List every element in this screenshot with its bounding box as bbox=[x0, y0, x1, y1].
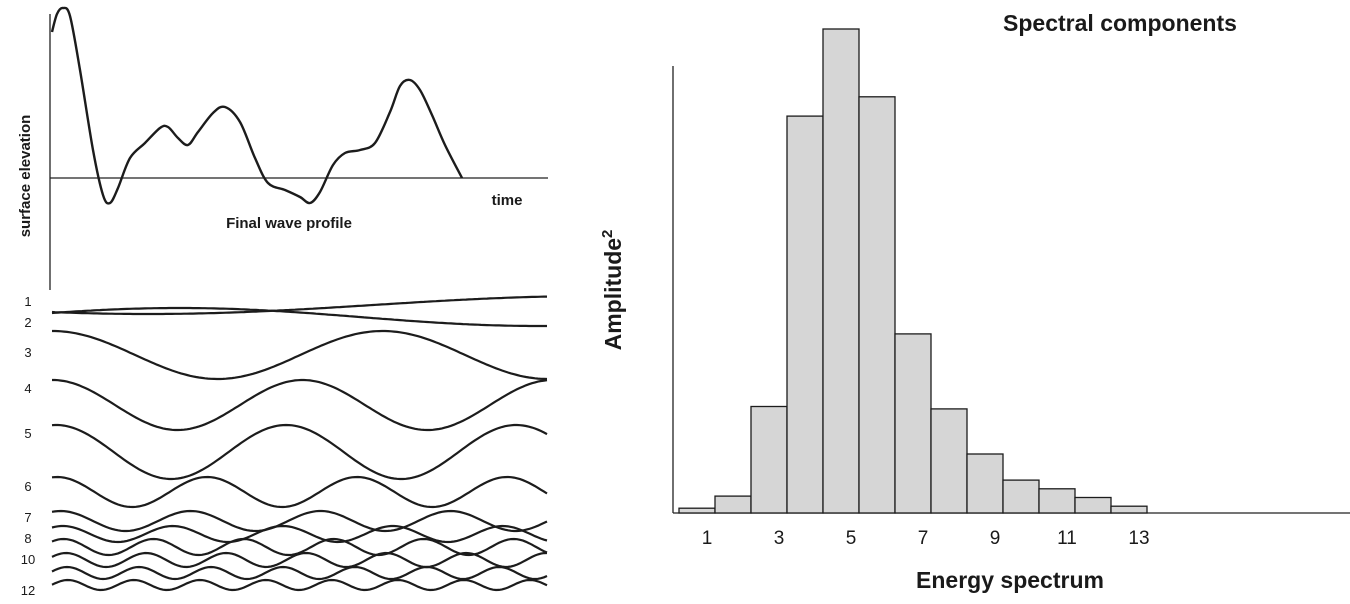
component-wave-6 bbox=[52, 477, 547, 507]
component-wave-12 bbox=[52, 580, 547, 590]
final-wave-profile-label: Final wave profile bbox=[226, 215, 352, 232]
component-label: 7 bbox=[24, 510, 31, 525]
chart-y-label-text: Amplitude bbox=[600, 238, 626, 350]
bar-11 bbox=[1039, 489, 1075, 513]
x-tick-label: 5 bbox=[846, 528, 857, 549]
time-label: time bbox=[492, 192, 523, 209]
component-label: 5 bbox=[24, 426, 31, 441]
bar-12 bbox=[1075, 498, 1111, 514]
wave-profile-panel: surface elevation time Final wave profil… bbox=[17, 8, 548, 290]
component-wave-4 bbox=[52, 380, 547, 430]
component-wave-1 bbox=[52, 297, 547, 314]
x-tick-label: 9 bbox=[990, 528, 1001, 549]
surface-elevation-label: surface elevation bbox=[17, 115, 34, 238]
chart-y-label: Amplitude2 bbox=[599, 230, 626, 351]
component-wave-7 bbox=[52, 511, 547, 531]
spectrum-chart: Spectral components 1 3 5 7 9 11 13 Energy spe… bbox=[599, 10, 1350, 593]
chart-x-label: Energy spectrum bbox=[916, 567, 1104, 593]
bar-7 bbox=[895, 334, 931, 513]
bar-10 bbox=[1003, 480, 1039, 513]
component-label: 8 bbox=[24, 531, 31, 546]
bar-1 bbox=[679, 508, 715, 513]
component-label: 4 bbox=[24, 381, 31, 396]
x-tick-label: 13 bbox=[1128, 528, 1149, 549]
x-tick-label: 1 bbox=[702, 528, 713, 549]
component-label: 3 bbox=[24, 345, 31, 360]
component-wave-3 bbox=[52, 331, 547, 379]
component-wave-8 bbox=[52, 526, 547, 542]
component-label: 1 bbox=[24, 294, 31, 309]
x-tick-label: 3 bbox=[774, 528, 785, 549]
component-label: 6 bbox=[24, 479, 31, 494]
final-wave-profile-curve bbox=[52, 8, 462, 204]
bar-6 bbox=[859, 97, 895, 513]
bar-3 bbox=[751, 407, 787, 514]
chart-y-label-superscript: 2 bbox=[599, 230, 616, 238]
component-label: 12 bbox=[21, 583, 35, 598]
bar-4 bbox=[787, 116, 823, 513]
bar-9 bbox=[967, 454, 1003, 513]
component-label: 2 bbox=[24, 315, 31, 330]
chart-title: Spectral components bbox=[1003, 10, 1237, 36]
component-wave-2 bbox=[52, 308, 547, 326]
x-tick-labels: 1 3 5 7 9 11 13 bbox=[702, 528, 1150, 549]
bar-5 bbox=[823, 29, 859, 513]
component-label: 10 bbox=[21, 552, 35, 567]
bars-group bbox=[679, 29, 1147, 513]
bar-13 bbox=[1111, 506, 1147, 513]
bar-8 bbox=[931, 409, 967, 513]
component-wave-5 bbox=[52, 425, 547, 479]
x-tick-label: 11 bbox=[1057, 528, 1077, 549]
x-tick-label: 7 bbox=[918, 528, 929, 549]
component-wave-11 bbox=[52, 567, 547, 579]
bar-2 bbox=[715, 496, 751, 513]
